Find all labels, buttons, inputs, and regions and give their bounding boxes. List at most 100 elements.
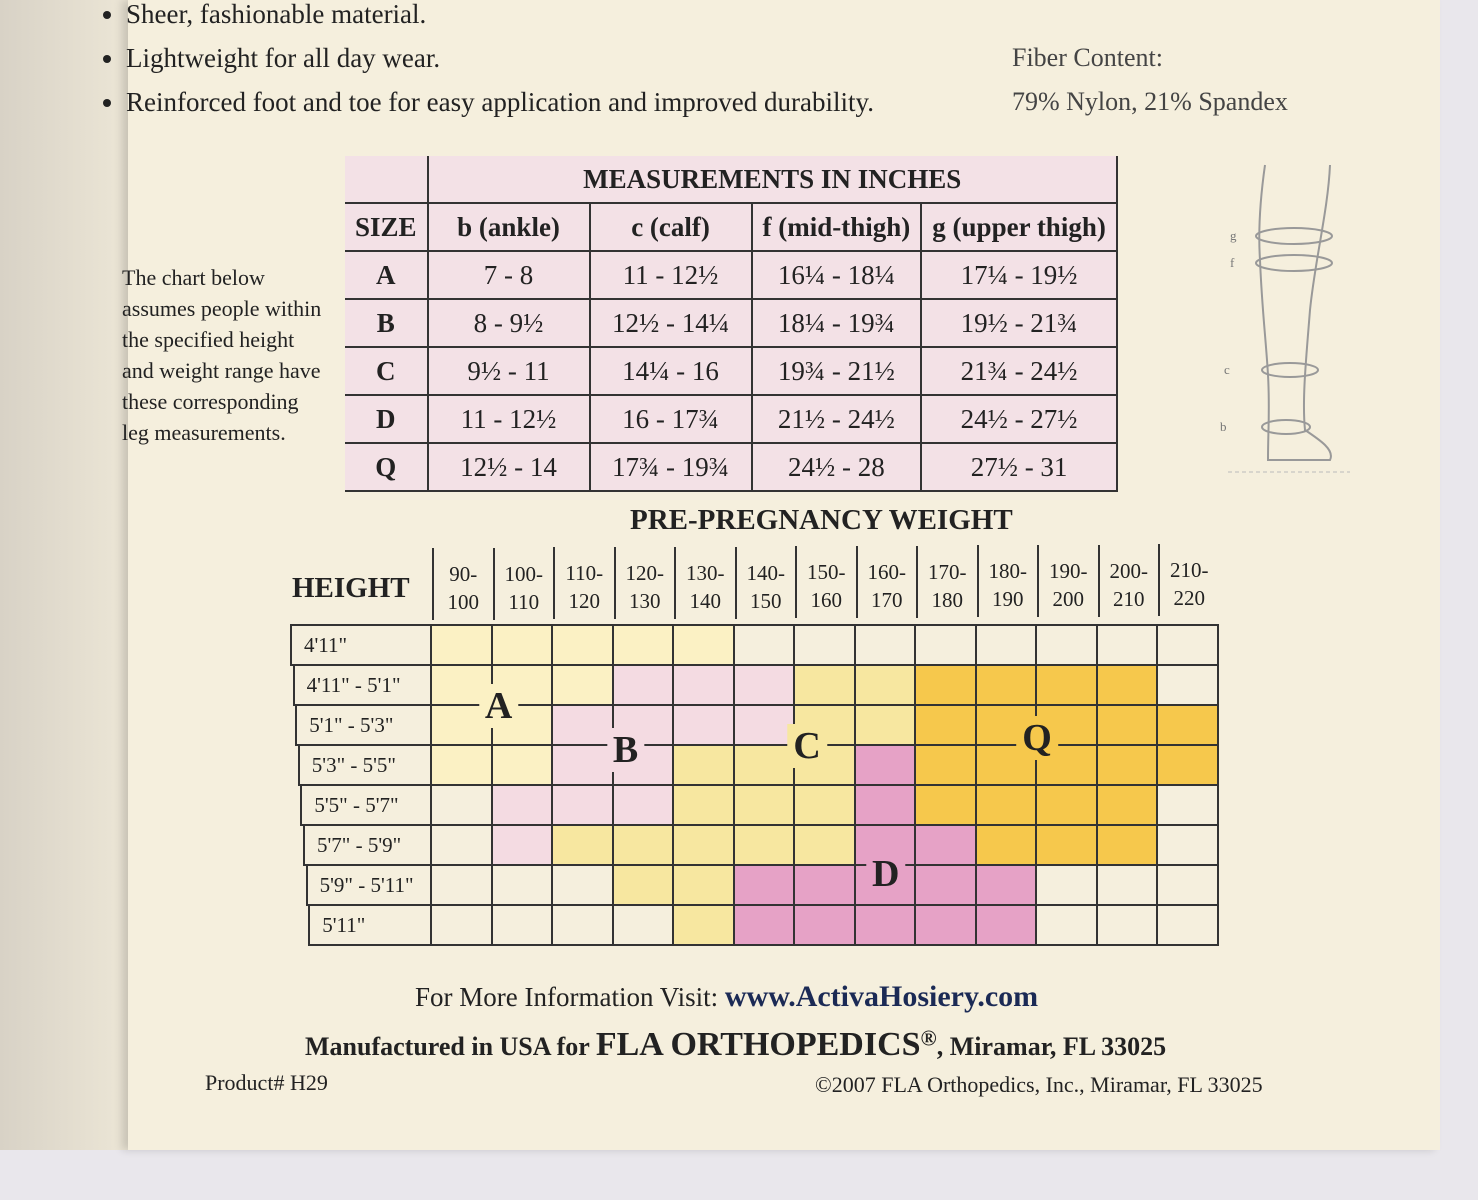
weight-cell	[916, 666, 977, 706]
zone-label: A	[478, 684, 519, 728]
weight-cell	[795, 866, 856, 906]
header-row: SIZE b (ankle) c (calf) f (mid-thigh) g (upp…	[345, 202, 1118, 252]
weight-cell	[492, 626, 553, 666]
weight-cell	[1097, 626, 1158, 666]
weight-cell	[674, 626, 735, 666]
weight-cell	[432, 906, 493, 946]
weight-cell	[976, 826, 1037, 866]
weight-cell	[855, 786, 916, 826]
measurement: 21¾ - 24½	[920, 346, 1118, 396]
measurement: 9½ - 11	[426, 346, 591, 396]
weight-cell	[916, 786, 977, 826]
weight-cell	[795, 786, 856, 826]
measurement: 8 - 9½	[426, 298, 591, 348]
weight-cell	[1097, 746, 1158, 786]
weight-header: 100- 110	[492, 547, 554, 620]
weight-cell	[976, 626, 1037, 666]
weight-cell	[553, 706, 614, 746]
weight-header: 140- 150	[734, 546, 796, 619]
website: www.ActivaHosiery.com	[724, 980, 1039, 1013]
weight-cell	[1037, 906, 1098, 946]
zone-label: Q	[1016, 716, 1058, 760]
weight-cell	[674, 906, 735, 946]
weight-cell	[855, 906, 916, 946]
weight-cell	[916, 906, 977, 946]
measurements-table: MEASUREMENTS IN INCHES SIZE b (ankle) c (ca…	[345, 156, 1118, 492]
weight-cell	[855, 666, 916, 706]
measurement: 16¼ - 18¼	[750, 250, 923, 300]
weight-cell	[492, 746, 553, 786]
weight-title: PRE-PREGNANCY WEIGHT	[630, 504, 1013, 536]
height-label: 5'9" - 5'11"	[305, 866, 432, 906]
weight-cell	[916, 706, 977, 746]
weight-cell	[492, 866, 553, 906]
weight-cell	[734, 906, 795, 946]
height-label: 5'11"	[308, 906, 432, 946]
height-label: 4'11"	[290, 626, 432, 666]
table-title: MEASUREMENTS IN INCHES	[426, 156, 1118, 204]
measurement: 11 - 12½	[588, 250, 753, 300]
leg-rings	[1255, 227, 1333, 435]
weight-cell	[1158, 666, 1219, 706]
weight-cell	[553, 746, 614, 786]
column-header: SIZE	[345, 202, 429, 252]
title-row: MEASUREMENTS IN INCHES	[345, 156, 1118, 204]
weight-cell	[1037, 826, 1098, 866]
measurement: 21½ - 24½	[750, 394, 923, 444]
weight-cell	[432, 866, 493, 906]
info-line: For More Information Visit: www.ActivaHo…	[415, 980, 1038, 1014]
weight-cell	[1158, 826, 1219, 866]
weight-cell	[492, 786, 553, 826]
height-label: 5'5" - 5'7"	[300, 786, 432, 826]
feature: Reinforced foot and toe for easy applica…	[126, 80, 874, 124]
weight-header: 200- 210	[1097, 544, 1159, 617]
weight-cell	[734, 866, 795, 906]
weight-cell	[976, 666, 1037, 706]
fiber-content: Fiber Content: 79% Nylon, 21% Spandex	[1012, 36, 1288, 124]
weight-cell	[1097, 866, 1158, 906]
weight-cell	[976, 906, 1037, 946]
size-label: Q	[345, 442, 429, 492]
measurement: 27½ - 31	[920, 442, 1118, 492]
weight-cell	[553, 906, 614, 946]
header-rule	[290, 624, 1219, 626]
weight-cell	[613, 786, 674, 826]
leg-label: g	[1230, 228, 1237, 243]
measurement: 12½ - 14¼	[588, 298, 753, 348]
fiber-label: Fiber Content:	[1012, 43, 1163, 72]
column-header: c (calf)	[588, 202, 753, 252]
location: , Miramar, FL 33025	[936, 1032, 1167, 1061]
weight-cell	[1158, 746, 1219, 786]
weight-cell	[492, 826, 553, 866]
weight-cell	[432, 746, 493, 786]
product-number: Product# H29	[205, 1070, 328, 1095]
weight-cell	[916, 746, 977, 786]
leg-label: c	[1224, 362, 1230, 377]
weight-cell	[553, 826, 614, 866]
weight-cell	[734, 826, 795, 866]
weight-header: 120- 130	[613, 547, 675, 620]
weight-cell	[855, 706, 916, 746]
weight-cell	[1158, 706, 1219, 746]
registered: ®	[920, 1026, 937, 1051]
weight-header: 180- 190	[976, 545, 1038, 618]
weight-header: 130- 140	[674, 546, 735, 619]
size-label: A	[345, 250, 429, 300]
measurement: 19¾ - 21½	[750, 346, 923, 396]
measurement: 12½ - 14	[426, 442, 591, 492]
height-label: 4'11" - 5'1"	[292, 666, 432, 706]
weight-cell	[855, 746, 916, 786]
measurement: 18¼ - 19¾	[750, 298, 923, 348]
weight-header: 190- 200	[1037, 545, 1098, 617]
weight-cell	[1097, 786, 1158, 826]
height-label: 5'7" - 5'9"	[303, 826, 432, 866]
size-row: D 11 - 12½ 16 - 17¾ 21½ - 24½ 24½ - 27½	[345, 394, 1118, 444]
weight-cell	[553, 866, 614, 906]
weight-cell	[795, 906, 856, 946]
measurement: 17¼ - 19½	[920, 250, 1118, 300]
leg-diagram: g f c b	[1220, 164, 1350, 473]
weight-cell	[432, 826, 493, 866]
size-row: Q 12½ - 14 17¾ - 19¾ 24½ - 28 27½ - 31	[345, 442, 1118, 492]
feature: Lightweight for all day wear.	[126, 36, 874, 80]
